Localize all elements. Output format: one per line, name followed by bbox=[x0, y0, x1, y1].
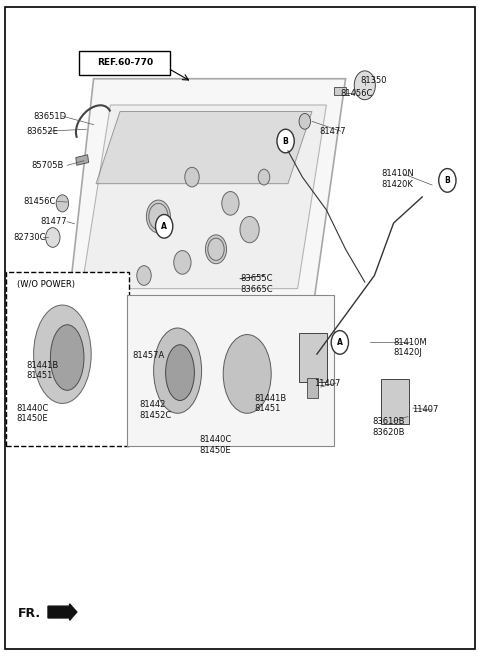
Text: 82730C: 82730C bbox=[13, 233, 46, 242]
Text: 83610B: 83610B bbox=[372, 417, 405, 426]
Circle shape bbox=[331, 331, 348, 354]
Text: 83620B: 83620B bbox=[372, 428, 405, 437]
Ellipse shape bbox=[166, 345, 194, 400]
Text: 81441B: 81441B bbox=[254, 394, 287, 403]
FancyBboxPatch shape bbox=[79, 51, 170, 75]
Circle shape bbox=[205, 235, 227, 264]
Text: 81457A: 81457A bbox=[132, 351, 164, 360]
Bar bbox=[76, 155, 89, 165]
FancyBboxPatch shape bbox=[299, 333, 327, 382]
Text: B: B bbox=[444, 176, 450, 185]
Text: (W/O POWER): (W/O POWER) bbox=[17, 279, 75, 289]
Text: 81350: 81350 bbox=[360, 75, 386, 85]
Circle shape bbox=[156, 215, 173, 238]
FancyBboxPatch shape bbox=[381, 379, 409, 424]
Circle shape bbox=[174, 251, 191, 274]
Text: 81450E: 81450E bbox=[17, 414, 48, 423]
Text: 81410N: 81410N bbox=[382, 169, 414, 178]
Text: 81451: 81451 bbox=[254, 404, 281, 413]
Circle shape bbox=[354, 71, 375, 100]
Text: B: B bbox=[283, 136, 288, 146]
Text: 81451: 81451 bbox=[26, 371, 53, 380]
Text: 81441B: 81441B bbox=[26, 361, 59, 370]
Text: 81440C: 81440C bbox=[199, 435, 231, 444]
Circle shape bbox=[240, 216, 259, 243]
Circle shape bbox=[56, 195, 69, 212]
Text: 81420K: 81420K bbox=[382, 180, 413, 189]
Circle shape bbox=[222, 192, 239, 215]
Text: FR.: FR. bbox=[18, 607, 41, 620]
Text: A: A bbox=[161, 222, 167, 231]
Text: 81456C: 81456C bbox=[341, 89, 373, 98]
Polygon shape bbox=[96, 112, 312, 184]
Circle shape bbox=[185, 167, 199, 187]
Text: 11407: 11407 bbox=[314, 379, 341, 388]
Circle shape bbox=[46, 228, 60, 247]
FancyBboxPatch shape bbox=[127, 295, 334, 446]
Text: 81410M: 81410M bbox=[394, 338, 427, 347]
Circle shape bbox=[258, 169, 270, 185]
Ellipse shape bbox=[154, 328, 202, 413]
Text: 81420J: 81420J bbox=[394, 348, 422, 358]
FancyArrow shape bbox=[48, 604, 77, 621]
Text: 81442: 81442 bbox=[139, 400, 166, 409]
Bar bbox=[334, 87, 346, 95]
Polygon shape bbox=[82, 105, 326, 289]
Ellipse shape bbox=[50, 325, 84, 390]
Text: A: A bbox=[337, 338, 343, 347]
Circle shape bbox=[137, 266, 151, 285]
Text: 83651D: 83651D bbox=[34, 112, 67, 121]
Text: 85705B: 85705B bbox=[31, 161, 63, 170]
Circle shape bbox=[277, 129, 294, 153]
Text: 83655C: 83655C bbox=[240, 274, 273, 283]
Polygon shape bbox=[67, 79, 346, 315]
Text: 83665C: 83665C bbox=[240, 285, 273, 294]
Text: 81477: 81477 bbox=[41, 217, 67, 226]
Text: 81440C: 81440C bbox=[17, 403, 49, 413]
Circle shape bbox=[208, 238, 224, 260]
FancyBboxPatch shape bbox=[6, 272, 129, 446]
Circle shape bbox=[149, 203, 168, 230]
Circle shape bbox=[439, 169, 456, 192]
FancyBboxPatch shape bbox=[307, 378, 318, 398]
Ellipse shape bbox=[34, 305, 91, 403]
Text: 83652E: 83652E bbox=[26, 127, 58, 136]
Circle shape bbox=[299, 113, 311, 129]
Ellipse shape bbox=[223, 335, 271, 413]
Text: 81477: 81477 bbox=[319, 127, 346, 136]
Text: 81452C: 81452C bbox=[139, 411, 171, 420]
Text: REF.60-770: REF.60-770 bbox=[97, 58, 153, 68]
Text: 81456C: 81456C bbox=[23, 197, 55, 206]
Text: 11407: 11407 bbox=[412, 405, 438, 415]
Circle shape bbox=[146, 200, 170, 233]
Text: 81450E: 81450E bbox=[199, 445, 231, 455]
